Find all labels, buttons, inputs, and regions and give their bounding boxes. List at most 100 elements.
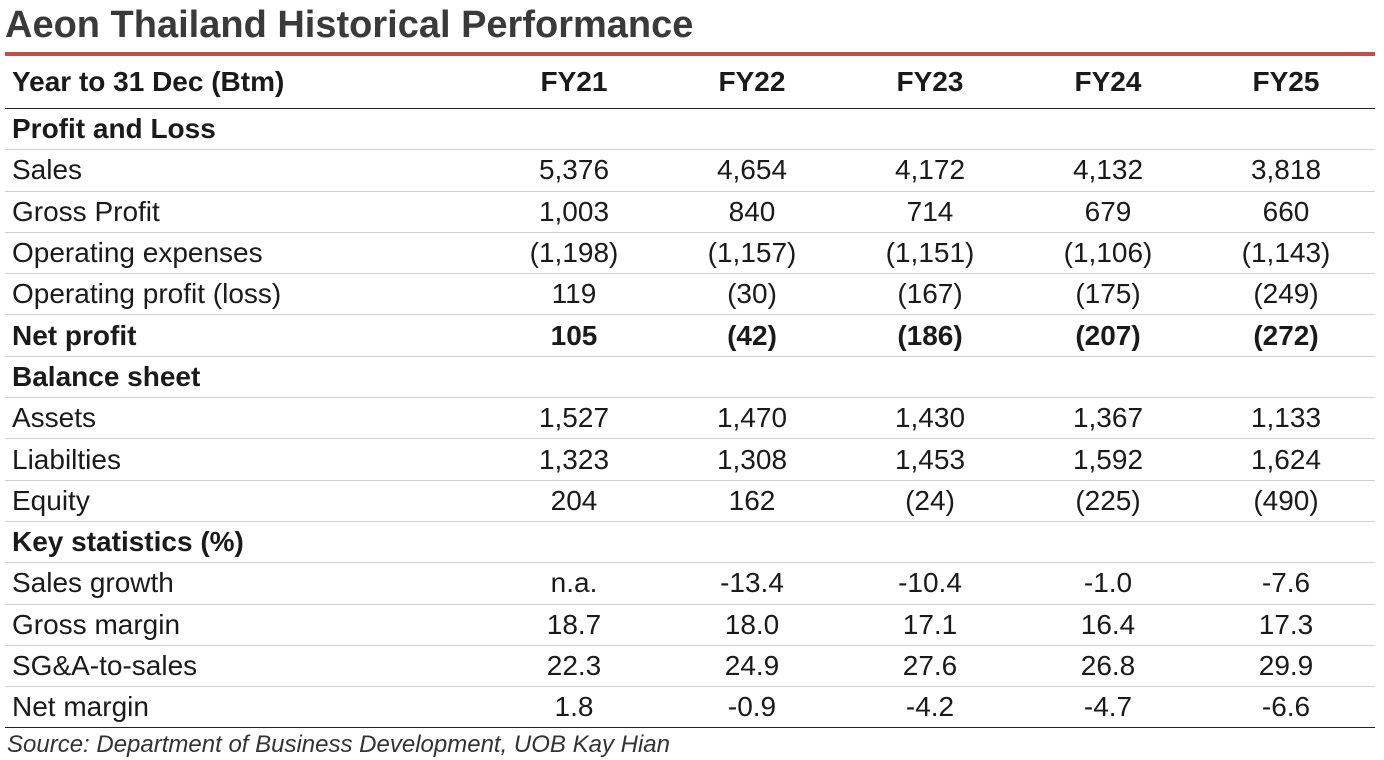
- row-label: Equity: [5, 480, 485, 522]
- row-value: 5,376: [485, 149, 663, 192]
- row-value: 26.8: [1019, 645, 1197, 688]
- row-label: Gross margin: [5, 604, 485, 646]
- row-value: 105: [485, 314, 663, 357]
- section-title: Balance sheet: [5, 356, 485, 399]
- row-value: 22.3: [485, 645, 663, 688]
- row-value: 1,133: [1197, 397, 1375, 440]
- row-value: 27.6: [841, 645, 1019, 688]
- row-label: Net profit: [5, 314, 485, 357]
- section-spacer-cell: [841, 521, 1019, 564]
- table-row: Sales growth n.a. -13.4 -10.4 -1.0 -7.6: [5, 562, 1375, 605]
- row-value: (1,198): [485, 232, 663, 275]
- row-value: (1,143): [1197, 232, 1375, 275]
- row-value: 4,654: [663, 149, 841, 192]
- table-row: Sales 5,376 4,654 4,172 4,132 3,818: [5, 149, 1375, 192]
- row-label: Net margin: [5, 686, 485, 729]
- performance-table: Year to 31 Dec (Btm) FY21 FY22 FY23 FY24…: [5, 56, 1375, 729]
- row-value: 24.9: [663, 645, 841, 688]
- row-value: 1,527: [485, 397, 663, 440]
- row-value: 162: [663, 480, 841, 522]
- row-value: 660: [1197, 191, 1375, 233]
- section-spacer-cell: [663, 356, 841, 399]
- page-title: Aeon Thailand Historical Performance: [5, 4, 694, 46]
- title-divider: [5, 52, 1375, 56]
- row-value: n.a.: [485, 562, 663, 605]
- table-header: Year to 31 Dec (Btm) FY21 FY22 FY23 FY24…: [5, 56, 1375, 109]
- section-spacer-cell: [663, 108, 841, 151]
- row-value: 1,453: [841, 438, 1019, 481]
- section-spacer-cell: [1019, 108, 1197, 151]
- row-label: Gross Profit: [5, 191, 485, 233]
- row-value: 714: [841, 191, 1019, 233]
- row-value: -1.0: [1019, 562, 1197, 605]
- row-value: 204: [485, 480, 663, 522]
- table-row: Operating expenses (1,198) (1,157) (1,151)(…: [5, 232, 1375, 275]
- section-header-row: Key statistics (%): [5, 521, 1375, 564]
- row-value: (207): [1019, 314, 1197, 357]
- section-header-row: Profit and Loss: [5, 108, 1375, 151]
- section-title: Key statistics (%): [5, 521, 485, 564]
- section-spacer-cell: [1019, 356, 1197, 399]
- section-spacer-cell: [1197, 521, 1375, 564]
- row-value: 119: [485, 273, 663, 316]
- row-value: 840: [663, 191, 841, 233]
- row-value: (186): [841, 314, 1019, 357]
- row-value: (30): [663, 273, 841, 316]
- header-year: FY24: [1019, 56, 1197, 109]
- document: Aeon Thailand Historical Performance Yea…: [5, 0, 1375, 760]
- row-value: 4,172: [841, 149, 1019, 192]
- row-value: 1,003: [485, 191, 663, 233]
- section-title: Profit and Loss: [5, 108, 485, 151]
- row-value: -13.4: [663, 562, 841, 605]
- table-row: Gross margin 18.7 18.0 17.1 16.4 17.3: [5, 604, 1375, 646]
- row-value: -7.6: [1197, 562, 1375, 605]
- table-row: Equity 204 162 (24) (225) (490): [5, 480, 1375, 522]
- row-value: (24): [841, 480, 1019, 522]
- row-value: 1,323: [485, 438, 663, 481]
- row-value: (42): [663, 314, 841, 357]
- table-row: Net profit 105 (42) (186) (207) (272): [5, 314, 1375, 357]
- row-value: 1,430: [841, 397, 1019, 440]
- source-note: Source: Department of Business Developme…: [7, 731, 670, 759]
- header-year: FY21: [485, 56, 663, 109]
- header-year: FY23: [841, 56, 1019, 109]
- row-value: 1,470: [663, 397, 841, 440]
- row-value: (1,151): [841, 232, 1019, 275]
- table-row: Operating profit (loss) 119 (30) (167) (175)…: [5, 273, 1375, 316]
- row-value: -4.7: [1019, 686, 1197, 729]
- row-value: -6.6: [1197, 686, 1375, 729]
- row-value: (272): [1197, 314, 1375, 357]
- row-value: 16.4: [1019, 604, 1197, 646]
- row-value: 679: [1019, 191, 1197, 233]
- row-label: Assets: [5, 397, 485, 440]
- section-spacer-cell: [485, 108, 663, 151]
- section-spacer-cell: [1197, 108, 1375, 151]
- row-label: Sales: [5, 149, 485, 192]
- row-value: -10.4: [841, 562, 1019, 605]
- table-row: Liabilties 1,323 1,308 1,453 1,592 1,624: [5, 438, 1375, 481]
- row-value: 4,132: [1019, 149, 1197, 192]
- table-row: Net margin 1.8 -0.9 -4.2 -4.7 -6.6: [5, 686, 1375, 729]
- row-value: (167): [841, 273, 1019, 316]
- row-value: 1.8: [485, 686, 663, 729]
- section-spacer-cell: [1019, 521, 1197, 564]
- row-value: 3,818: [1197, 149, 1375, 192]
- table-row: Assets 1,527 1,470 1,430 1,367 1,133: [5, 397, 1375, 440]
- row-value: 17.1: [841, 604, 1019, 646]
- header-year: FY22: [663, 56, 841, 109]
- row-value: -4.2: [841, 686, 1019, 729]
- row-label: Liabilties: [5, 438, 485, 481]
- row-value: 29.9: [1197, 645, 1375, 688]
- row-value: 1,592: [1019, 438, 1197, 481]
- row-value: 1,308: [663, 438, 841, 481]
- header-label: Year to 31 Dec (Btm): [5, 56, 485, 109]
- section-spacer-cell: [841, 356, 1019, 399]
- row-value: (1,157): [663, 232, 841, 275]
- row-value: -0.9: [663, 686, 841, 729]
- section-spacer-cell: [841, 108, 1019, 151]
- row-value: (1,106): [1019, 232, 1197, 275]
- header-year: FY25: [1197, 56, 1375, 109]
- row-label: Operating expenses: [5, 232, 485, 275]
- row-value: 1,367: [1019, 397, 1197, 440]
- header-row: Year to 31 Dec (Btm) FY21 FY22 FY23 FY24…: [5, 56, 1375, 109]
